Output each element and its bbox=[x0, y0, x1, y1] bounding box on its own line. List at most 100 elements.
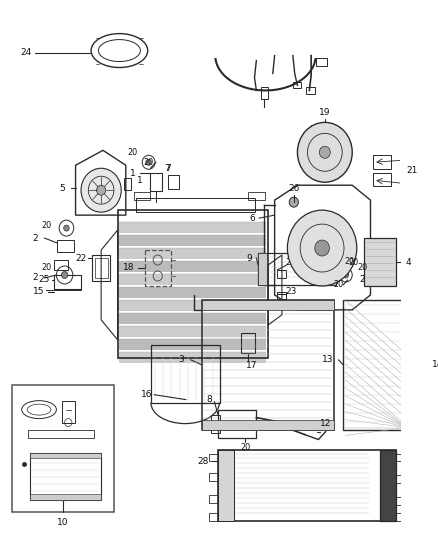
Bar bbox=[92, 255, 110, 281]
Text: 2: 2 bbox=[32, 273, 38, 282]
Bar bbox=[30, 453, 101, 458]
Bar bbox=[209, 454, 218, 462]
Bar bbox=[209, 473, 218, 481]
Text: 2: 2 bbox=[360, 276, 365, 285]
Circle shape bbox=[146, 159, 152, 165]
Bar bbox=[396, 475, 403, 483]
Bar bbox=[62, 401, 74, 423]
Bar bbox=[152, 345, 220, 402]
Text: 17: 17 bbox=[246, 361, 258, 370]
Bar bbox=[150, 173, 162, 191]
Bar bbox=[218, 410, 256, 438]
Bar bbox=[293, 83, 301, 88]
Bar bbox=[209, 513, 218, 521]
Text: 7: 7 bbox=[164, 164, 170, 173]
Bar bbox=[120, 222, 266, 233]
Bar bbox=[120, 287, 266, 298]
Bar bbox=[120, 248, 266, 259]
Text: 25: 25 bbox=[39, 276, 50, 285]
Bar bbox=[316, 58, 327, 66]
Bar bbox=[136, 198, 254, 212]
Text: 20: 20 bbox=[357, 263, 367, 272]
Text: 2: 2 bbox=[32, 233, 38, 243]
Text: 1: 1 bbox=[130, 169, 136, 177]
Text: 9: 9 bbox=[246, 254, 252, 263]
Bar bbox=[211, 415, 220, 433]
Bar bbox=[201, 300, 334, 310]
Bar bbox=[120, 235, 266, 246]
Bar bbox=[28, 430, 94, 438]
Circle shape bbox=[61, 271, 68, 278]
Bar bbox=[120, 313, 266, 324]
Text: 6: 6 bbox=[250, 214, 256, 223]
Bar bbox=[412, 310, 428, 419]
Bar bbox=[209, 495, 218, 503]
Bar bbox=[53, 275, 81, 289]
Text: 23: 23 bbox=[286, 287, 297, 296]
Bar bbox=[327, 253, 336, 285]
Bar bbox=[134, 192, 150, 200]
Text: 20: 20 bbox=[41, 263, 51, 272]
Text: 19: 19 bbox=[319, 108, 331, 117]
Circle shape bbox=[287, 210, 357, 286]
Text: 20: 20 bbox=[344, 256, 354, 265]
Text: 16: 16 bbox=[141, 390, 152, 399]
Text: 20: 20 bbox=[144, 158, 154, 167]
Bar bbox=[380, 449, 396, 521]
Text: 18: 18 bbox=[123, 263, 134, 272]
Text: 12: 12 bbox=[320, 419, 332, 428]
Circle shape bbox=[289, 197, 298, 207]
Circle shape bbox=[343, 272, 349, 278]
Circle shape bbox=[315, 240, 329, 256]
Bar bbox=[120, 274, 266, 285]
Bar bbox=[201, 300, 334, 430]
Text: 5: 5 bbox=[59, 184, 65, 193]
Text: 8: 8 bbox=[206, 395, 212, 404]
Bar bbox=[120, 339, 266, 350]
Circle shape bbox=[96, 185, 106, 195]
Text: 28: 28 bbox=[198, 457, 209, 466]
Text: 15: 15 bbox=[33, 287, 45, 296]
Bar bbox=[396, 513, 403, 521]
Bar bbox=[120, 326, 266, 337]
Bar bbox=[241, 333, 255, 353]
Text: 10: 10 bbox=[57, 518, 68, 527]
Bar bbox=[396, 497, 403, 505]
Text: 22: 22 bbox=[75, 254, 87, 263]
Bar bbox=[201, 419, 334, 430]
Bar bbox=[120, 352, 266, 363]
Bar bbox=[120, 300, 266, 311]
Bar bbox=[124, 178, 131, 190]
Text: 24: 24 bbox=[21, 48, 32, 57]
Bar bbox=[261, 87, 268, 100]
Bar bbox=[168, 175, 179, 189]
Text: 20: 20 bbox=[333, 280, 343, 289]
Bar bbox=[306, 87, 315, 94]
Text: 11: 11 bbox=[311, 151, 322, 160]
Bar bbox=[218, 449, 234, 521]
Bar bbox=[145, 250, 170, 286]
Circle shape bbox=[319, 147, 330, 158]
Text: 21: 21 bbox=[406, 166, 417, 175]
Text: 27: 27 bbox=[286, 257, 297, 266]
Text: 20: 20 bbox=[41, 221, 51, 230]
Text: 26: 26 bbox=[288, 184, 300, 193]
Bar bbox=[117, 210, 268, 358]
Bar bbox=[248, 192, 265, 200]
Bar bbox=[373, 155, 392, 169]
Bar bbox=[277, 270, 286, 278]
Text: 4: 4 bbox=[405, 257, 411, 266]
Circle shape bbox=[64, 225, 69, 231]
Bar bbox=[30, 495, 101, 500]
Bar bbox=[12, 385, 114, 512]
Bar bbox=[95, 258, 107, 278]
Bar bbox=[277, 292, 286, 299]
Text: 3: 3 bbox=[179, 356, 184, 364]
Circle shape bbox=[81, 168, 121, 212]
Bar bbox=[218, 449, 396, 521]
Bar bbox=[258, 253, 336, 285]
Bar bbox=[57, 240, 74, 252]
Text: 13: 13 bbox=[322, 356, 333, 364]
Bar bbox=[343, 300, 409, 430]
Bar bbox=[396, 454, 403, 462]
